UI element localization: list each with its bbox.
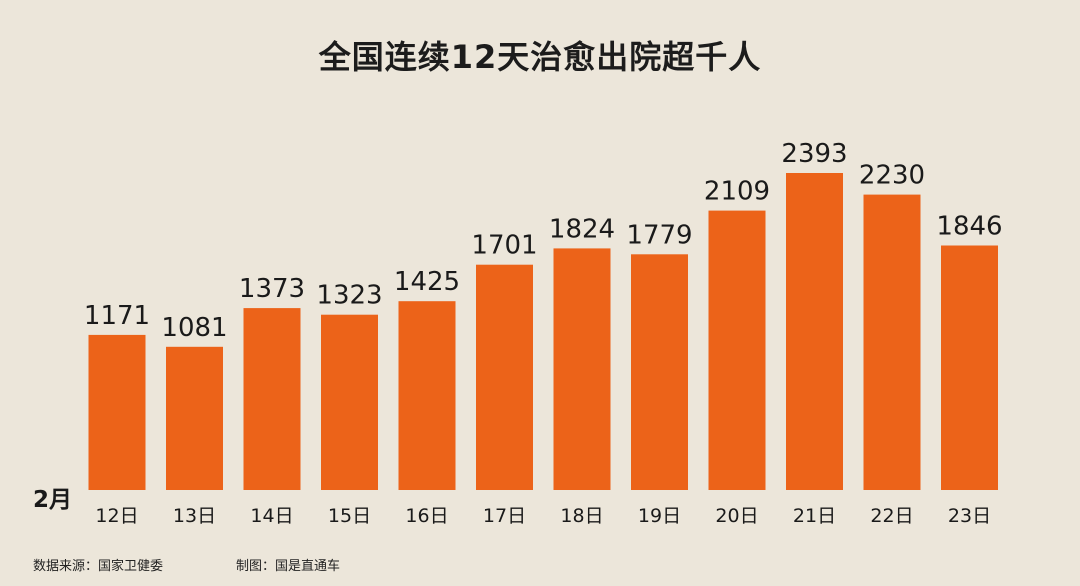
bar-20日 [708, 210, 766, 490]
bar-23日 [941, 245, 998, 490]
bar-14日 [243, 308, 301, 490]
category-label-22日: 22日 [870, 505, 913, 527]
bar-17日 [476, 264, 533, 490]
value-label-22日: 2230 [859, 161, 925, 191]
chart-title: 全国连续12天治愈出院超千人 [318, 38, 762, 76]
bar-13日 [166, 346, 223, 490]
value-label-17日: 1701 [471, 231, 537, 261]
value-label-16日: 1425 [394, 267, 460, 297]
category-label-18日: 18日 [560, 505, 603, 527]
month-label: 2月 [33, 487, 73, 513]
bar-21日 [786, 173, 843, 490]
value-label-14日: 1373 [239, 274, 305, 304]
value-label-21日: 2393 [781, 139, 847, 169]
bar-12日 [88, 334, 146, 490]
bar-15日 [321, 314, 378, 490]
value-label-13日: 1081 [161, 313, 227, 343]
category-label-20日: 20日 [715, 505, 758, 527]
category-label-12日: 12日 [95, 505, 138, 527]
value-label-15日: 1323 [316, 281, 382, 311]
data-source-note: 数据来源：国家卫健委 [33, 559, 164, 574]
value-label-20日: 2109 [704, 177, 770, 207]
category-label-15日: 15日 [328, 505, 371, 527]
bar-16日 [398, 301, 456, 490]
category-label-13日: 13日 [173, 505, 216, 527]
bar-18日 [553, 248, 611, 490]
value-label-18日: 1824 [549, 214, 615, 244]
bar-19日 [631, 254, 688, 490]
category-label-23日: 23日 [948, 505, 991, 527]
chart-maker-note: 制图：国是直通车 [236, 559, 341, 574]
value-label-23日: 1846 [936, 212, 1002, 242]
category-label-17日: 17日 [483, 505, 526, 527]
category-label-19日: 19日 [638, 505, 681, 527]
value-label-19日: 1779 [626, 220, 692, 250]
category-label-21日: 21日 [793, 505, 836, 527]
value-label-12日: 1171 [84, 301, 150, 331]
category-label-14日: 14日 [250, 505, 293, 527]
bar-22日 [863, 194, 921, 490]
category-label-16日: 16日 [405, 505, 448, 527]
